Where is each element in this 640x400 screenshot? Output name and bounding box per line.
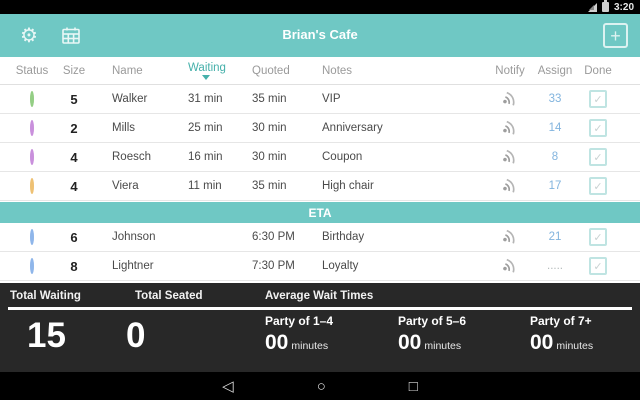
quoted-time: 7:30 PM bbox=[252, 260, 295, 272]
settings-gear-icon[interactable]: ⚙ bbox=[20, 25, 38, 47]
back-button[interactable]: ◁ bbox=[222, 377, 234, 395]
android-nav-bar: ◁ ○ □ bbox=[0, 372, 640, 400]
status-bar-clock: 3:20 bbox=[613, 1, 634, 13]
done-checkbox[interactable]: ✓ bbox=[589, 257, 607, 275]
total-seated-label: Total Seated bbox=[135, 290, 203, 302]
stats-footer: Total Waiting Total Seated Average Wait … bbox=[0, 283, 640, 372]
assign-table-number[interactable]: 17 bbox=[548, 180, 562, 192]
table-row[interactable]: 5 Walker 31 min 35 min VIP 33 ✓ bbox=[0, 85, 640, 114]
add-party-button[interactable]: + bbox=[603, 23, 628, 48]
party-size: 4 bbox=[70, 178, 78, 194]
notify-icon[interactable] bbox=[486, 178, 534, 194]
total-waiting-label: Total Waiting bbox=[10, 290, 81, 302]
notes-text: Birthday bbox=[322, 231, 365, 243]
table-row[interactable]: 6 Johnson 6:30 PM Birthday 21 ✓ bbox=[0, 223, 640, 252]
notify-icon[interactable] bbox=[486, 258, 534, 274]
avg-wait-value: 00 bbox=[530, 331, 554, 354]
status-dot[interactable] bbox=[30, 229, 34, 245]
party-size: 4 bbox=[70, 149, 78, 165]
avg-wait-party-1-4: Party of 1–4 00 minutes bbox=[265, 314, 334, 354]
status-dot[interactable] bbox=[30, 91, 34, 107]
col-header-assign[interactable]: Assign bbox=[537, 64, 573, 77]
col-header-name[interactable]: Name bbox=[112, 64, 143, 77]
avg-wait-value: 00 bbox=[265, 331, 289, 354]
col-header-size[interactable]: Size bbox=[62, 64, 86, 77]
col-header-done[interactable]: Done bbox=[584, 64, 612, 77]
col-header-notify[interactable]: Notify bbox=[495, 64, 525, 77]
done-checkbox[interactable]: ✓ bbox=[589, 90, 607, 108]
eta-section-divider: ETA bbox=[0, 201, 640, 223]
party-size: 8 bbox=[70, 258, 78, 274]
total-waiting-value: 15 bbox=[27, 316, 66, 355]
waiting-time: 11 min bbox=[188, 180, 222, 192]
quoted-time: 30 min bbox=[252, 151, 287, 163]
quoted-time: 6:30 PM bbox=[252, 231, 295, 243]
guest-name: Walker bbox=[112, 93, 148, 105]
notes-text: Coupon bbox=[322, 151, 363, 163]
avg-wait-party-7plus: Party of 7+ 00 minutes bbox=[530, 314, 594, 354]
home-button[interactable]: ○ bbox=[316, 377, 326, 395]
table-row[interactable]: 2 Mills 25 min 30 min Anniversary 14 ✓ bbox=[0, 114, 640, 143]
guest-name: Lightner bbox=[112, 260, 154, 272]
status-dot[interactable] bbox=[30, 149, 34, 165]
guest-name: Johnson bbox=[112, 231, 156, 243]
cell-signal-icon bbox=[587, 2, 597, 12]
status-dot[interactable] bbox=[30, 178, 34, 194]
page-title: Brian's Cafe bbox=[282, 27, 358, 42]
table-row[interactable]: 8 Lightner 7:30 PM Loyalty ..... ✓ bbox=[0, 252, 640, 281]
total-seated-value: 0 bbox=[126, 316, 146, 355]
notes-text: VIP bbox=[322, 93, 341, 105]
col-header-status[interactable]: Status bbox=[15, 64, 49, 77]
app-bar: ⚙ Brian's Cafe + bbox=[0, 14, 640, 57]
waiting-time: 31 min bbox=[188, 93, 223, 105]
assign-table-number[interactable]: 14 bbox=[548, 122, 562, 134]
quoted-time: 30 min bbox=[252, 122, 287, 134]
guest-name: Viera bbox=[112, 180, 139, 192]
assign-table-number[interactable]: 21 bbox=[548, 231, 562, 243]
status-dot[interactable] bbox=[30, 258, 34, 274]
quoted-time: 35 min bbox=[252, 93, 287, 105]
guest-name: Mills bbox=[112, 122, 135, 134]
notify-icon[interactable] bbox=[486, 229, 534, 245]
notify-icon[interactable] bbox=[486, 91, 534, 107]
done-checkbox[interactable]: ✓ bbox=[589, 119, 607, 137]
done-checkbox[interactable]: ✓ bbox=[589, 177, 607, 195]
notes-text: Anniversary bbox=[322, 122, 383, 134]
battery-icon bbox=[601, 0, 609, 12]
party-size: 6 bbox=[70, 229, 78, 245]
footer-divider bbox=[8, 307, 632, 310]
table-header-row: Status Size Name Waiting Quoted Notes No… bbox=[0, 57, 640, 85]
quoted-time: 35 min bbox=[252, 180, 287, 192]
status-dot[interactable] bbox=[30, 120, 34, 136]
table-row[interactable]: 4 Viera 11 min 35 min High chair 17 ✓ bbox=[0, 172, 640, 201]
waiting-time: 16 min bbox=[188, 151, 223, 163]
recents-button[interactable]: □ bbox=[408, 377, 418, 395]
assign-table-number[interactable]: 8 bbox=[551, 151, 559, 163]
party-size: 2 bbox=[70, 120, 78, 136]
col-header-waiting-sorted[interactable]: Waiting bbox=[188, 62, 252, 80]
assign-table-number[interactable]: 33 bbox=[548, 93, 562, 105]
sort-descending-icon bbox=[202, 74, 210, 80]
notes-text: High chair bbox=[322, 180, 374, 192]
notes-text: Loyalty bbox=[322, 260, 359, 272]
party-size: 5 bbox=[70, 91, 78, 107]
avg-wait-value: 00 bbox=[398, 331, 422, 354]
done-checkbox[interactable]: ✓ bbox=[589, 228, 607, 246]
waitlist-table: 5 Walker 31 min 35 min VIP 33 ✓ 2 Mills … bbox=[0, 85, 640, 281]
notify-icon[interactable] bbox=[486, 149, 534, 165]
average-wait-times-label: Average Wait Times bbox=[265, 290, 374, 302]
table-row[interactable]: 4 Roesch 16 min 30 min Coupon 8 ✓ bbox=[0, 143, 640, 172]
waiting-time: 25 min bbox=[188, 122, 223, 134]
guest-name: Roesch bbox=[112, 151, 151, 163]
done-checkbox[interactable]: ✓ bbox=[589, 148, 607, 166]
col-header-notes[interactable]: Notes bbox=[322, 64, 353, 77]
col-header-quoted[interactable]: Quoted bbox=[252, 64, 290, 77]
avg-wait-party-5-6: Party of 5–6 00 minutes bbox=[398, 314, 467, 354]
notify-icon[interactable] bbox=[486, 120, 534, 136]
assign-table-number[interactable]: ..... bbox=[547, 260, 563, 272]
calendar-icon[interactable] bbox=[58, 23, 84, 49]
android-status-bar: 3:20 bbox=[0, 0, 640, 14]
